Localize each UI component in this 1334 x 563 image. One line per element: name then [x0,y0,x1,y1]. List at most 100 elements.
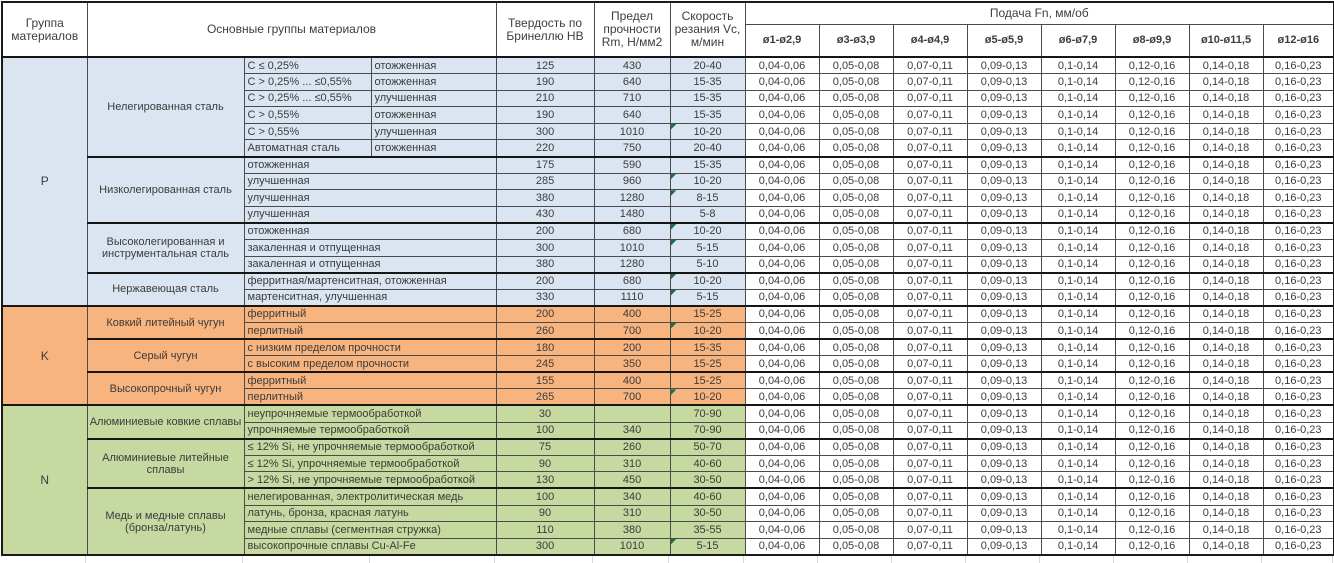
state-cell[interactable]: отожженная [370,106,497,124]
cutting-speed-cell[interactable]: 20-40 [669,139,746,158]
feed-value-cell[interactable]: 0,07-0,11 [892,521,968,539]
feed-value-cell[interactable]: 0,07-0,11 [892,404,968,423]
strength-cell[interactable]: 710 [593,89,671,108]
feed-value-cell[interactable]: 0,05-0,08 [818,205,894,224]
feed-value-cell[interactable]: 0,05-0,08 [818,388,894,406]
feed-value-cell[interactable]: 0,14-0,18 [1188,221,1264,241]
feed-value-cell[interactable]: 0,09-0,13 [966,437,1042,456]
feed-value-cell[interactable]: 0,16-0,23 [1262,421,1334,440]
feed-value-cell[interactable]: 0,12-0,16 [1114,155,1190,174]
feed-value-cell[interactable]: 0,04-0,06 [744,255,820,274]
feed-value-cell[interactable]: 0,09-0,13 [966,239,1042,257]
cutting-speed-cell[interactable]: 5-10 [669,255,746,274]
hardness-cell[interactable]: 300 [495,122,595,141]
feed-value-cell[interactable]: 0,05-0,08 [818,189,894,207]
feed-value-cell[interactable]: 0,07-0,11 [892,189,968,207]
feed-value-cell[interactable]: 0,1-0,14 [1040,288,1116,307]
cutting-speed-cell[interactable]: 5-15 [669,288,746,307]
feed-value-cell[interactable]: 0,09-0,13 [966,155,1042,174]
feed-value-cell[interactable]: 0,1-0,14 [1040,454,1116,473]
feed-value-cell[interactable]: 0,04-0,06 [744,288,820,307]
feed-value-cell[interactable]: 0,16-0,23 [1262,454,1334,473]
feed-value-cell[interactable]: 0,09-0,13 [966,521,1042,539]
feed-value-cell[interactable]: 0,09-0,13 [966,172,1042,191]
feed-value-cell[interactable]: 0,12-0,16 [1114,487,1190,506]
feed-value-cell[interactable]: 0,04-0,06 [744,371,820,390]
feed-value-cell[interactable]: 0,1-0,14 [1040,537,1116,556]
feed-value-cell[interactable]: 0,1-0,14 [1040,73,1116,91]
feed-value-cell[interactable]: 0,12-0,16 [1114,56,1190,75]
feed-value-cell[interactable]: 0,07-0,11 [892,304,968,323]
feed-value-cell[interactable]: 0,05-0,08 [818,255,894,274]
feed-value-cell[interactable]: 0,04-0,06 [744,537,820,556]
feed-value-cell[interactable]: 0,12-0,16 [1114,239,1190,257]
hardness-cell[interactable]: 190 [495,106,595,124]
feed-value-cell[interactable]: 0,05-0,08 [818,322,894,340]
feed-value-cell[interactable]: 0,04-0,06 [744,338,820,357]
feed-value-cell[interactable]: 0,07-0,11 [892,421,968,440]
cutting-speed-cell[interactable]: 10-20 [669,322,746,340]
feed-value-cell[interactable]: 0,1-0,14 [1040,404,1116,423]
condition-cell[interactable]: C > 0,25% ... ≤0,55% [243,89,372,108]
feed-value-cell[interactable]: 0,1-0,14 [1040,205,1116,224]
hardness-cell[interactable]: 300 [495,537,595,556]
cutting-speed-cell[interactable]: 35-55 [669,521,746,539]
feed-value-cell[interactable]: 0,05-0,08 [818,73,894,91]
subgroup-name-cell[interactable]: Ковкий литейный чугун [86,304,245,340]
feed-value-cell[interactable]: 0,04-0,06 [744,322,820,340]
strength-cell[interactable]: 260 [593,437,671,456]
cutting-speed-cell[interactable]: 15-25 [669,355,746,373]
feed-value-cell[interactable]: 0,14-0,18 [1188,338,1264,357]
feed-value-cell[interactable]: 0,07-0,11 [892,388,968,406]
group-letter-cell[interactable]: N [1,404,88,556]
feed-value-cell[interactable]: 0,05-0,08 [818,437,894,456]
strength-cell[interactable]: 400 [593,304,671,323]
hardness-cell[interactable]: 300 [495,239,595,257]
subgroup-name-cell[interactable]: Алюминиевые литейные сплавы [86,437,245,489]
strength-cell[interactable]: 1280 [593,189,671,207]
feed-value-cell[interactable]: 0,07-0,11 [892,239,968,257]
feed-value-cell[interactable]: 0,16-0,23 [1262,338,1334,357]
feed-value-cell[interactable]: 0,12-0,16 [1114,73,1190,91]
description-cell[interactable]: ферритный [243,304,497,323]
feed-value-cell[interactable]: 0,14-0,18 [1188,388,1264,406]
description-cell[interactable]: улучшенная [243,172,497,191]
hardness-cell[interactable]: 110 [495,521,595,539]
feed-value-cell[interactable]: 0,1-0,14 [1040,322,1116,340]
subgroup-name-cell[interactable]: Низколегированная сталь [86,155,245,224]
feed-value-cell[interactable]: 0,12-0,16 [1114,454,1190,473]
feed-value-cell[interactable]: 0,14-0,18 [1188,89,1264,108]
feed-value-cell[interactable]: 0,05-0,08 [818,271,894,290]
feed-value-cell[interactable]: 0,12-0,16 [1114,504,1190,523]
feed-value-cell[interactable]: 0,07-0,11 [892,322,968,340]
strength-cell[interactable]: 1480 [593,205,671,224]
feed-value-cell[interactable]: 0,09-0,13 [966,221,1042,241]
strength-cell[interactable]: 960 [593,172,671,191]
description-cell[interactable]: > 12% Si, не упрочняемые термообработкой [243,471,497,489]
subgroup-name-cell[interactable]: Нержавеющая сталь [86,271,245,307]
feed-value-cell[interactable]: 0,12-0,16 [1114,322,1190,340]
feed-value-cell[interactable]: 0,04-0,06 [744,122,820,141]
cutting-speed-cell[interactable]: 10-20 [669,221,746,241]
description-cell[interactable]: отожженная [243,155,497,174]
hardness-cell[interactable]: 175 [495,155,595,174]
feed-value-cell[interactable]: 0,05-0,08 [818,487,894,506]
feed-value-cell[interactable]: 0,09-0,13 [966,288,1042,307]
hardness-cell[interactable]: 265 [495,388,595,406]
feed-value-cell[interactable]: 0,16-0,23 [1262,537,1334,556]
header-feed-title[interactable]: Подача Fn, мм/об [744,1,1334,25]
feed-value-cell[interactable]: 0,12-0,16 [1114,437,1190,456]
feed-value-cell[interactable]: 0,16-0,23 [1262,73,1334,91]
feed-value-cell[interactable]: 0,07-0,11 [892,221,968,241]
hardness-cell[interactable]: 200 [495,271,595,290]
cutting-speed-cell[interactable]: 70-90 [669,421,746,440]
hardness-cell[interactable]: 190 [495,73,595,91]
feed-value-cell[interactable]: 0,1-0,14 [1040,239,1116,257]
feed-value-cell[interactable]: 0,16-0,23 [1262,371,1334,390]
hardness-cell[interactable]: 330 [495,288,595,307]
feed-value-cell[interactable]: 0,16-0,23 [1262,56,1334,75]
header-diameter-col[interactable]: ø6-ø7,9 [1040,23,1116,58]
feed-value-cell[interactable]: 0,16-0,23 [1262,221,1334,241]
group-letter-cell[interactable]: P [1,56,88,307]
feed-value-cell[interactable]: 0,12-0,16 [1114,205,1190,224]
